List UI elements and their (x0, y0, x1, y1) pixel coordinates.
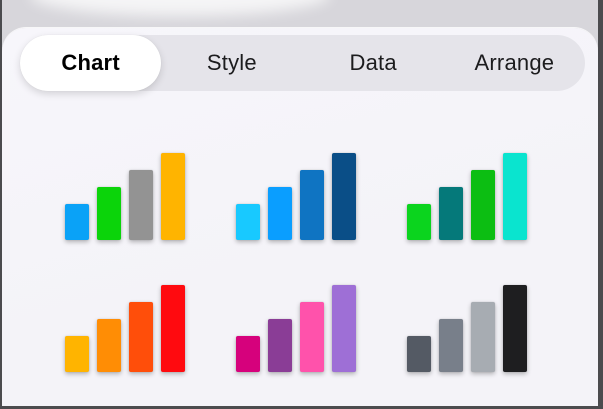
background-highlight (30, 0, 330, 16)
bar (268, 187, 292, 240)
bar (300, 170, 324, 240)
bar (161, 285, 185, 372)
bar (503, 153, 527, 240)
bar (236, 204, 260, 240)
bar (439, 187, 463, 240)
bar (97, 319, 121, 372)
chart-style-thumbnail-blue[interactable] (236, 153, 356, 240)
chart-style-thumbnail-multicolor[interactable] (65, 153, 185, 240)
bar (407, 204, 431, 240)
tab-bar: Chart Style Data Arrange (20, 35, 585, 91)
bar (129, 170, 153, 240)
bar (471, 170, 495, 240)
bar (439, 319, 463, 372)
chart-style-thumbnail-pink-purple[interactable] (236, 285, 356, 372)
bar (236, 336, 260, 372)
bar (332, 153, 356, 240)
bar (407, 336, 431, 372)
chart-style-thumbnail-gray[interactable] (407, 285, 527, 372)
tab-style[interactable]: Style (206, 50, 257, 75)
bar (268, 319, 292, 372)
chart-styles-grid (65, 153, 527, 372)
chart-style-thumbnail-green[interactable] (407, 153, 527, 240)
bar (471, 302, 495, 372)
bar (129, 302, 153, 372)
bar (332, 285, 356, 372)
bar (65, 336, 89, 372)
chart-style-thumbnail-warm[interactable] (65, 285, 185, 372)
bar (503, 285, 527, 372)
bar (97, 187, 121, 240)
chart-format-panel: Chart Style Data Arrange (2, 28, 598, 406)
tab-data[interactable]: Data (349, 50, 397, 75)
tab-arrange[interactable]: Arrange (474, 50, 555, 75)
bar (65, 204, 89, 240)
bar (161, 153, 185, 240)
tab-chart[interactable]: Chart (20, 35, 162, 91)
bar (300, 302, 324, 372)
